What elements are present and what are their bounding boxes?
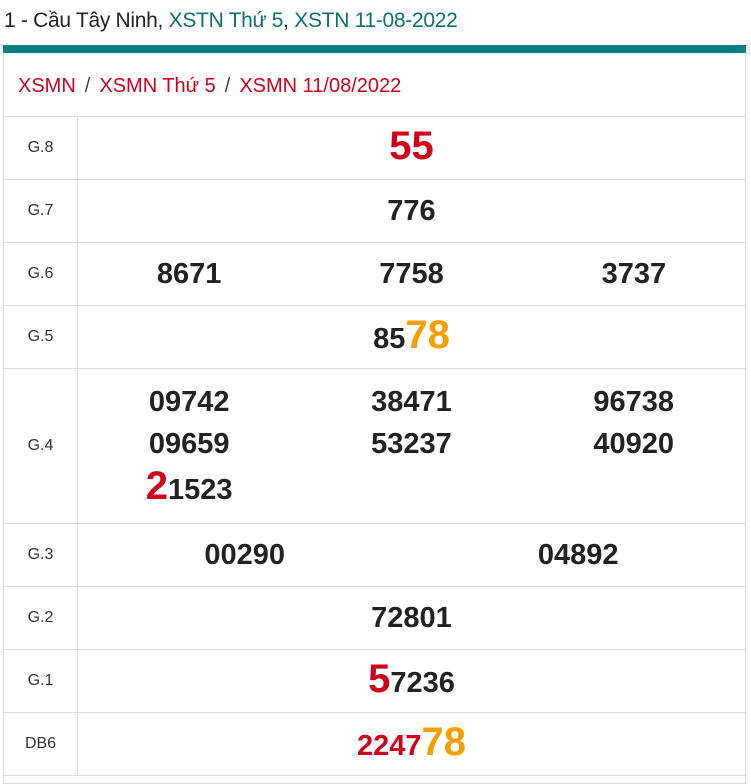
lottery-number: 96738 <box>523 381 745 423</box>
link-xstn-date[interactable]: XSTN 11-08-2022 <box>294 9 458 32</box>
prize-row-g4: G.4 09742 38471 96738 09659 53237 40920 21523 <box>4 368 745 524</box>
digits: 85 <box>373 323 406 355</box>
breadcrumb-xsmn-thu-5[interactable]: XSMN Thứ 5 <box>99 75 216 97</box>
digits: 96738 <box>593 386 675 418</box>
prize-label: G.7 <box>4 179 78 243</box>
prize-numbers: 57236 <box>77 649 745 713</box>
highlight-digits: 78 <box>421 720 467 764</box>
teal-divider <box>3 45 746 53</box>
breadcrumb-xsmn-date[interactable]: XSMN 11/08/2022 <box>239 75 402 97</box>
results-table: G.8 55 G.7 776 G.6 8671 7758 3737 G.5 8578 G.4 0974… <box>4 117 745 776</box>
prize-row-g8: G.8 55 <box>4 117 745 180</box>
breadcrumb: XSMN / XSMN Thứ 5 / XSMN 11/08/2022 <box>4 53 745 117</box>
link-xstn-thu-5[interactable]: XSTN Thứ 5 <box>168 9 284 32</box>
digits: 09742 <box>148 386 230 418</box>
prize-label: G.1 <box>4 649 78 713</box>
page-heading: 1 - Cầu Tây Ninh, XSTN Thứ 5, XSTN 11-08… <box>4 9 458 33</box>
lottery-number: 40920 <box>523 423 745 465</box>
prize-label: G.5 <box>4 305 78 369</box>
lottery-number: 38471 <box>300 381 522 423</box>
prize-row-g2: G.2 72801 <box>4 586 745 650</box>
prize-label: G.4 <box>4 368 78 524</box>
prize-row-g7: G.7 776 <box>4 179 745 243</box>
digits: 72801 <box>371 602 452 634</box>
lottery-number: 7758 <box>300 253 522 295</box>
lottery-number: 09742 <box>78 381 300 423</box>
prize-numbers: 776 <box>77 179 745 243</box>
lottery-number: 8671 <box>78 253 300 295</box>
lottery-number: 57236 <box>78 658 745 704</box>
lottery-number: 3737 <box>523 253 745 295</box>
lottery-number: 04892 <box>412 534 746 576</box>
lottery-number: 55 <box>78 125 745 171</box>
prize-row-db6: DB6 224778 <box>4 712 745 776</box>
lottery-number: 09659 <box>78 423 300 465</box>
digits: 04892 <box>537 539 619 571</box>
digits: 776 <box>387 195 436 227</box>
prize-label: DB6 <box>4 712 78 776</box>
digits: 38471 <box>371 386 452 418</box>
prize-numbers: 8578 <box>77 305 745 369</box>
prize-numbers: 224778 <box>77 712 745 776</box>
prize-row-g3: G.3 00290 04892 <box>4 523 746 587</box>
lottery-number: 53237 <box>300 423 522 465</box>
digits: 00290 <box>204 539 286 571</box>
breadcrumb-xsmn[interactable]: XSMN <box>18 75 76 97</box>
prize-label: G.3 <box>4 523 78 587</box>
lottery-number: 72801 <box>78 597 745 639</box>
lottery-number: 21523 <box>78 465 300 511</box>
digits: 3737 <box>601 258 667 290</box>
digits: 1523 <box>168 474 233 506</box>
results-box: XSMN / XSMN Thứ 5 / XSMN 11/08/2022 G.8 55 G.7… <box>3 53 746 784</box>
prize-numbers: 00290 04892 <box>77 523 746 587</box>
breadcrumb-separator: / <box>224 75 231 97</box>
lottery-number: 8578 <box>78 314 745 360</box>
breadcrumb-separator: / <box>84 75 91 97</box>
digits: 7758 <box>379 258 444 290</box>
highlight-digits: 78 <box>405 313 450 357</box>
prize-numbers: 8671 7758 3737 <box>77 242 745 306</box>
lottery-number: 224778 <box>78 721 745 767</box>
prize-numbers: 55 <box>77 117 745 180</box>
prize-label: G.6 <box>4 242 78 306</box>
digits: 09659 <box>148 428 230 460</box>
digits: 7236 <box>390 667 455 699</box>
prize-label: G.2 <box>4 586 78 650</box>
heading-prefix: 1 - Cầu Tây Ninh, <box>4 9 169 32</box>
highlight-digits: 2 <box>145 464 169 508</box>
prize-row-g6: G.6 8671 7758 3737 <box>4 242 745 306</box>
lottery-number: 00290 <box>78 534 412 576</box>
prize-row-g5: G.5 8578 <box>4 305 745 369</box>
digits: 40920 <box>593 428 675 460</box>
prize-row-g1: G.1 57236 <box>4 649 745 713</box>
highlight-digits: 55 <box>389 124 434 168</box>
lottery-number: 776 <box>78 190 745 232</box>
heading-comma: , <box>283 9 295 32</box>
prize-numbers: 72801 <box>77 586 745 650</box>
highlight-digits: 2247 <box>356 730 422 762</box>
digits: 8671 <box>156 258 222 290</box>
highlight-digits: 5 <box>368 657 391 701</box>
prize-numbers: 09742 38471 96738 09659 53237 40920 21523 <box>77 368 745 524</box>
prize-label: G.8 <box>4 117 78 180</box>
digits: 53237 <box>371 428 452 460</box>
